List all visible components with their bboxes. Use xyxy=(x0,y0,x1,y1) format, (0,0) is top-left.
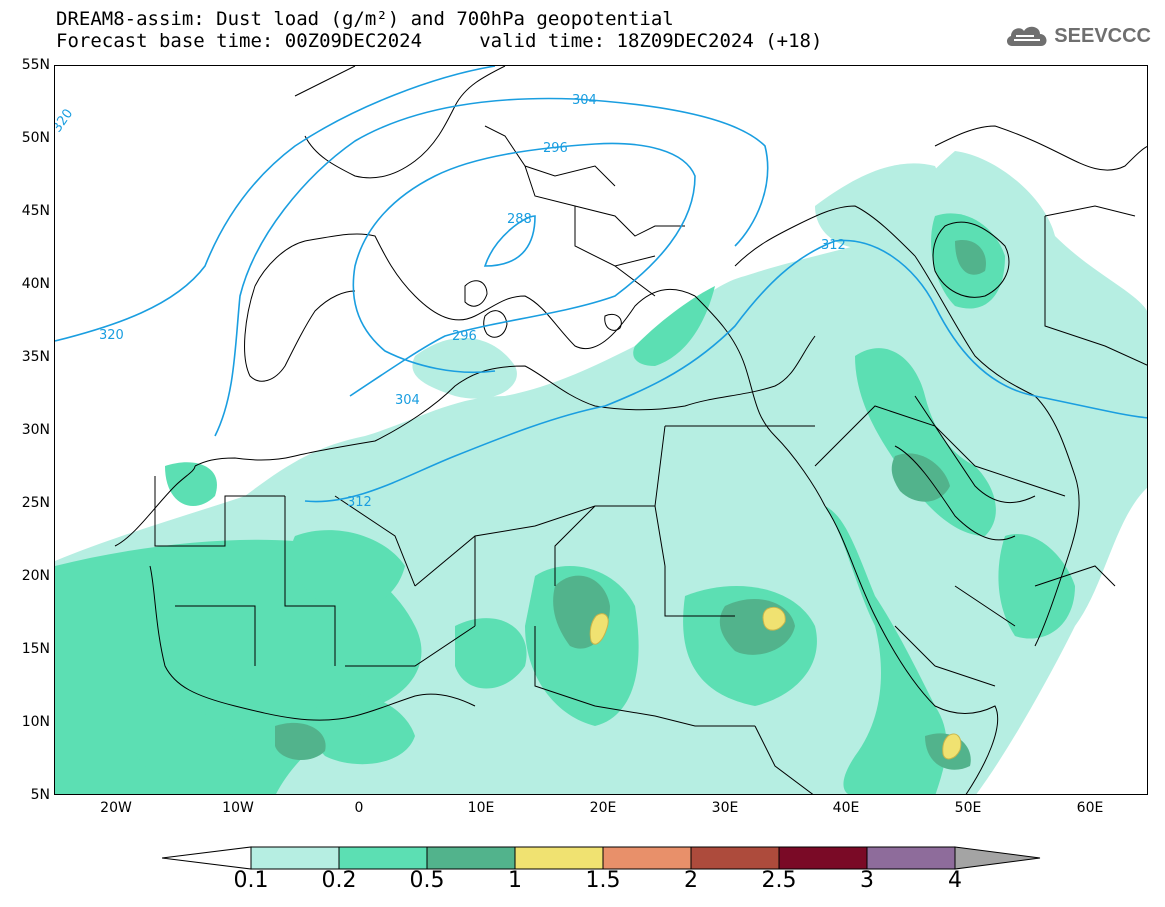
lat-label-45n: 45N xyxy=(21,203,50,219)
colorbar-label-1: 1 xyxy=(508,868,522,893)
lon-label-0: 0 xyxy=(354,800,364,816)
title-block: DREAM8-assim: Dust load (g/m²) and 700hP… xyxy=(56,8,822,52)
colorbar-bin-0-1 xyxy=(250,846,340,870)
contour-labels: 320 304 296 288 312 320 296 304 312 xyxy=(55,93,846,510)
colorbar-bin-0-5 xyxy=(426,846,516,870)
contour-label-296-south: 296 xyxy=(452,329,477,344)
dust-layer-1 xyxy=(589,606,962,760)
colorbar-label-0-1: 0.1 xyxy=(233,868,269,893)
lat-label-25n: 25N xyxy=(21,495,50,511)
lat-label-15n: 15N xyxy=(21,641,50,657)
title-line-1: DREAM8-assim: Dust load (g/m²) and 700hP… xyxy=(56,8,674,30)
colorbar-bin-2 xyxy=(690,846,780,870)
colorbar-bin-1 xyxy=(514,846,604,870)
map-panel: 320 304 296 288 312 320 296 304 312 xyxy=(54,65,1148,795)
colorbar-label-1-5: 1.5 xyxy=(585,868,621,893)
colorbar-bin-3 xyxy=(866,846,956,870)
lat-label-35n: 35N xyxy=(21,349,50,365)
contour-label-304-south: 304 xyxy=(395,393,420,408)
coastlines xyxy=(114,66,1147,794)
lat-label-40n: 40N xyxy=(21,276,50,292)
contour-label-288: 288 xyxy=(507,212,532,227)
colorbar-label-0-5: 0.5 xyxy=(409,868,445,893)
colorbar xyxy=(162,846,1041,870)
cloud-icon xyxy=(1007,26,1047,46)
contour-label-304-top: 304 xyxy=(572,93,597,108)
colorbar-label-3: 3 xyxy=(860,868,874,893)
lon-label-60e: 60E xyxy=(1076,800,1104,816)
lon-label-20e: 20E xyxy=(589,800,617,816)
geopotential-contours xyxy=(55,66,1147,503)
colorbar-bin-2-5 xyxy=(778,846,868,870)
contour-label-296-top: 296 xyxy=(543,141,568,156)
seevccc-logo: SEEVCCC xyxy=(1004,22,1151,50)
colorbar-high-arrow xyxy=(954,846,1041,870)
lat-label-30n: 30N xyxy=(21,422,50,438)
contour-label-312-east: 312 xyxy=(821,238,846,253)
lon-label-10w: 10W xyxy=(222,800,254,816)
colorbar-label-2: 2 xyxy=(684,868,698,893)
colorbar-bin-0-2 xyxy=(338,846,428,870)
lon-label-50e: 50E xyxy=(954,800,982,816)
lon-label-40e: 40E xyxy=(832,800,860,816)
lon-label-10e: 10E xyxy=(467,800,495,816)
colorbar-label-4: 4 xyxy=(948,868,962,893)
lat-label-55n: 55N xyxy=(21,57,50,73)
title-line-2: Forecast base time: 00Z09DEC2024 valid t… xyxy=(56,30,823,52)
logo-text: SEEVCCC xyxy=(1054,24,1151,47)
colorbar-label-2-5: 2.5 xyxy=(761,868,797,893)
contour-label-320-nw: 320 xyxy=(55,106,76,135)
lat-label-20n: 20N xyxy=(21,568,50,584)
lat-label-5n: 5N xyxy=(30,787,50,803)
contour-label-312-south: 312 xyxy=(347,495,372,510)
colorbar-low-arrow xyxy=(162,846,252,870)
lat-label-10n: 10N xyxy=(21,714,50,730)
lon-label-20w: 20W xyxy=(100,800,132,816)
lat-label-50n: 50N xyxy=(21,130,50,146)
lon-label-30e: 30E xyxy=(711,800,739,816)
dust-map: 320 304 296 288 312 320 296 304 312 xyxy=(55,66,1147,794)
colorbar-bin-1-5 xyxy=(602,846,692,870)
colorbar-label-0-2: 0.2 xyxy=(321,868,357,893)
contour-label-320-west: 320 xyxy=(99,328,124,343)
